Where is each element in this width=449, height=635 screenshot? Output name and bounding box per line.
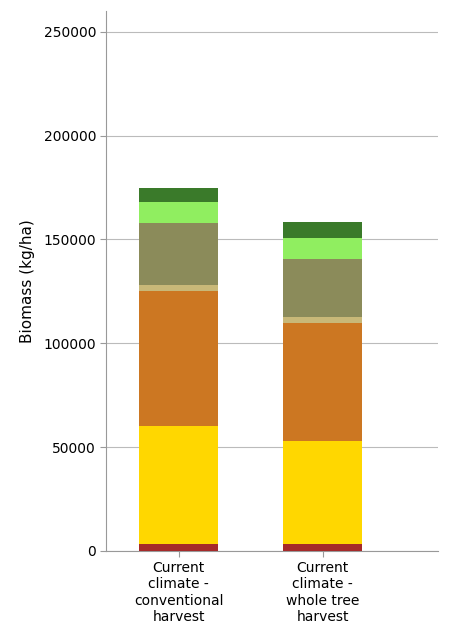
Y-axis label: Biomass (kg/ha): Biomass (kg/ha): [20, 219, 35, 343]
Bar: [283, 259, 362, 318]
Bar: [139, 291, 218, 426]
Bar: [139, 223, 218, 285]
Bar: [139, 544, 218, 551]
Bar: [283, 544, 362, 551]
Bar: [283, 222, 362, 238]
Bar: [283, 318, 362, 323]
Bar: [139, 187, 218, 202]
Bar: [283, 238, 362, 259]
Bar: [139, 202, 218, 223]
Bar: [139, 285, 218, 291]
Bar: [139, 426, 218, 544]
Bar: [283, 323, 362, 441]
Bar: [283, 441, 362, 544]
